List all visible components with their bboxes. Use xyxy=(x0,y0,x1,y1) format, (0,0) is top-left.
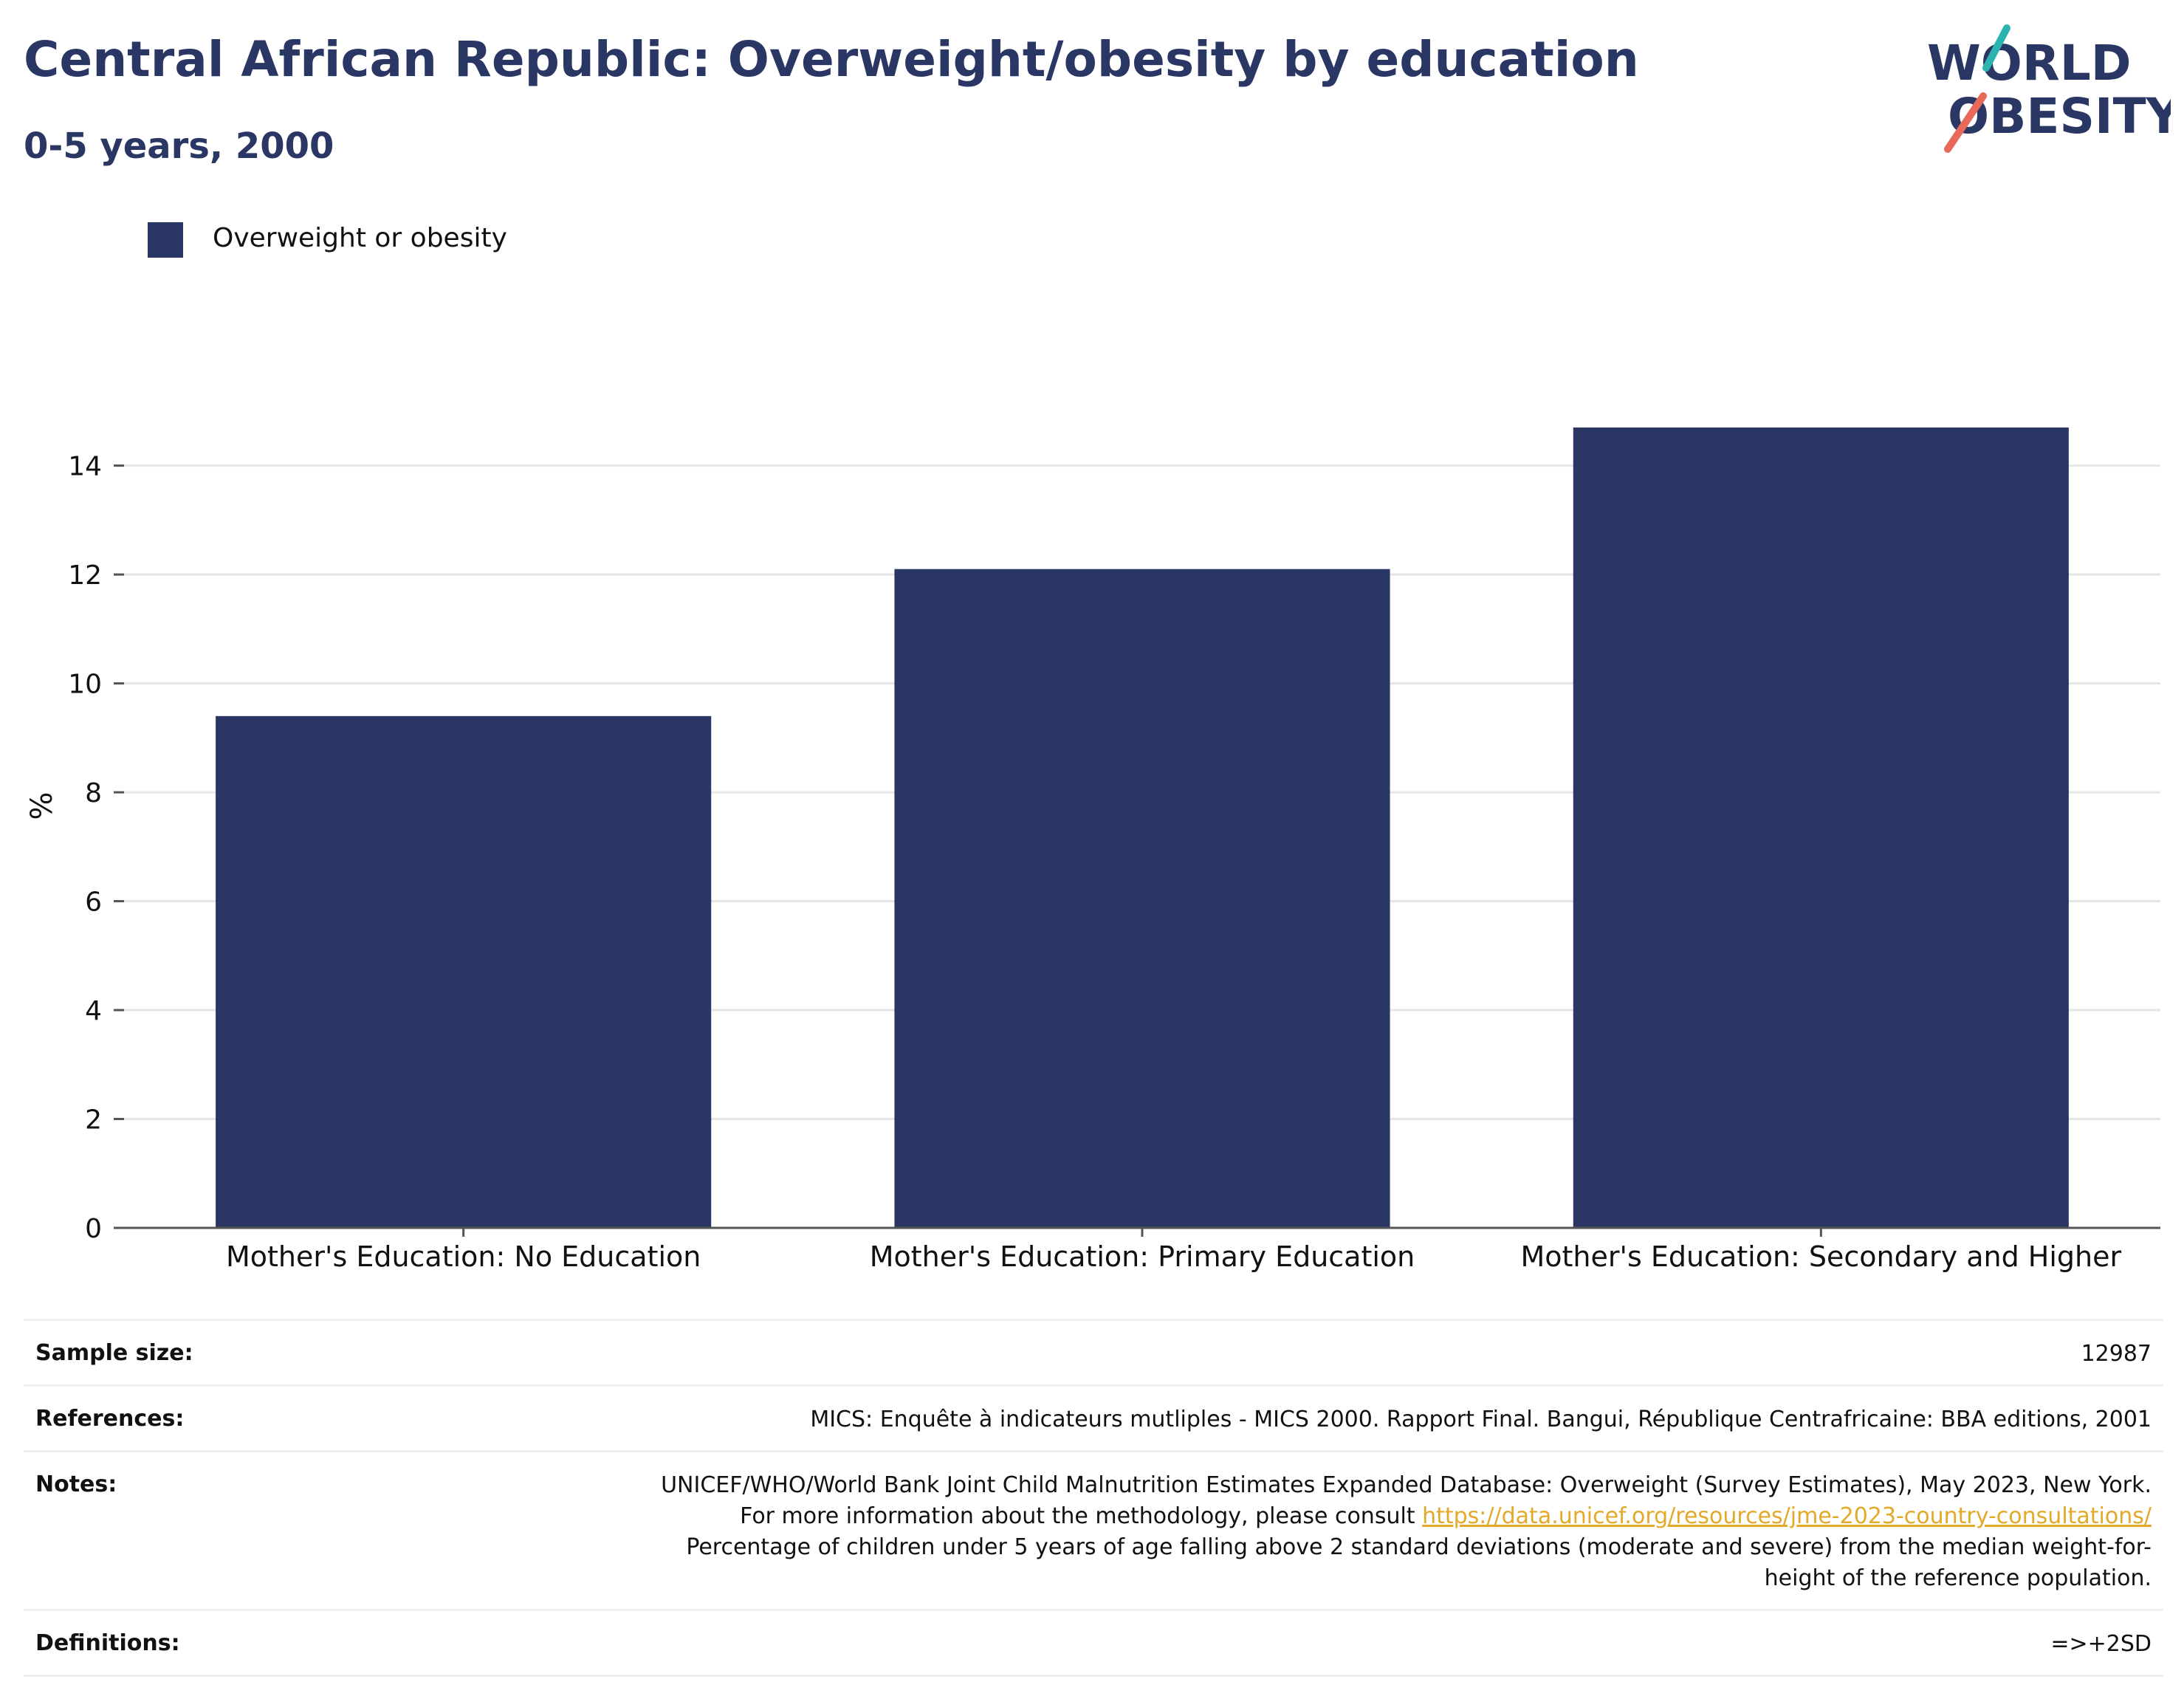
sample-size-label: Sample size: xyxy=(35,1340,193,1366)
info-row-definitions: Definitions: =>+2SD xyxy=(24,1609,2163,1677)
definitions-value: =>+2SD xyxy=(2050,1631,2152,1657)
y-tick-label-14: 14 xyxy=(68,452,102,482)
y-tick-label-12: 12 xyxy=(68,560,102,591)
notes-text-1: UNICEF/WHO/World Bank Joint Child Malnut… xyxy=(661,1472,2152,1529)
bar-0 xyxy=(216,715,712,1228)
info-row-references: References: MICS: Enquête à indicateurs … xyxy=(24,1384,2163,1450)
bar-2 xyxy=(1573,427,2069,1228)
references-label: References: xyxy=(35,1406,185,1432)
logo-accent-coral xyxy=(1944,92,1987,153)
logo-word-world: WORLD xyxy=(1927,35,2132,92)
bar-1 xyxy=(894,569,1390,1228)
y-tick-label-0: 0 xyxy=(85,1214,102,1244)
legend-label: Overweight or obesity xyxy=(213,223,507,253)
info-row-sample-size: Sample size: 12987 xyxy=(24,1319,2163,1384)
chart-subtitle: 0-5 years, 2000 xyxy=(24,126,334,167)
y-tick-label-10: 10 xyxy=(68,670,102,700)
y-tick-label-6: 6 xyxy=(85,888,102,918)
x-tick-label-2: Mother's Education: Secondary and Higher xyxy=(1521,1240,2122,1273)
x-tick-label-1: Mother's Education: Primary Education xyxy=(870,1240,1415,1273)
chart-title: Central African Republic: Overweight/obe… xyxy=(24,31,1639,88)
y-tick-label-4: 4 xyxy=(85,996,102,1026)
bar-chart: 0 2 4 6 8 10 12 14 Mother's Education: No Educat… xyxy=(25,427,2160,1273)
notes-value: UNICEF/WHO/World Bank Joint Child Malnut… xyxy=(638,1470,2152,1594)
y-tick-label-8: 8 xyxy=(85,778,102,808)
notes-text-2: Percentage of children under 5 years of … xyxy=(686,1534,2152,1591)
y-axis-label: % xyxy=(25,792,59,820)
notes-label: Notes: xyxy=(35,1472,117,1497)
x-tick-label-0: Mother's Education: No Education xyxy=(226,1240,701,1273)
sample-size-value: 12987 xyxy=(2081,1341,2152,1367)
info-table: Sample size: 12987 References: MICS: Enq… xyxy=(24,1319,2163,1677)
definitions-label: Definitions: xyxy=(35,1630,180,1656)
logo-accent-teal xyxy=(1982,24,2010,72)
world-obesity-logo: WORLD OBESITY xyxy=(1927,24,2171,153)
legend-swatch xyxy=(148,222,183,258)
info-row-notes: Notes: UNICEF/WHO/World Bank Joint Child… xyxy=(24,1450,2163,1609)
references-value: MICS: Enquête à indicateurs mutliples - … xyxy=(810,1407,2152,1432)
notes-link[interactable]: https://data.unicef.org/resources/jme-20… xyxy=(1422,1503,2152,1529)
y-tick-label-2: 2 xyxy=(85,1105,102,1136)
